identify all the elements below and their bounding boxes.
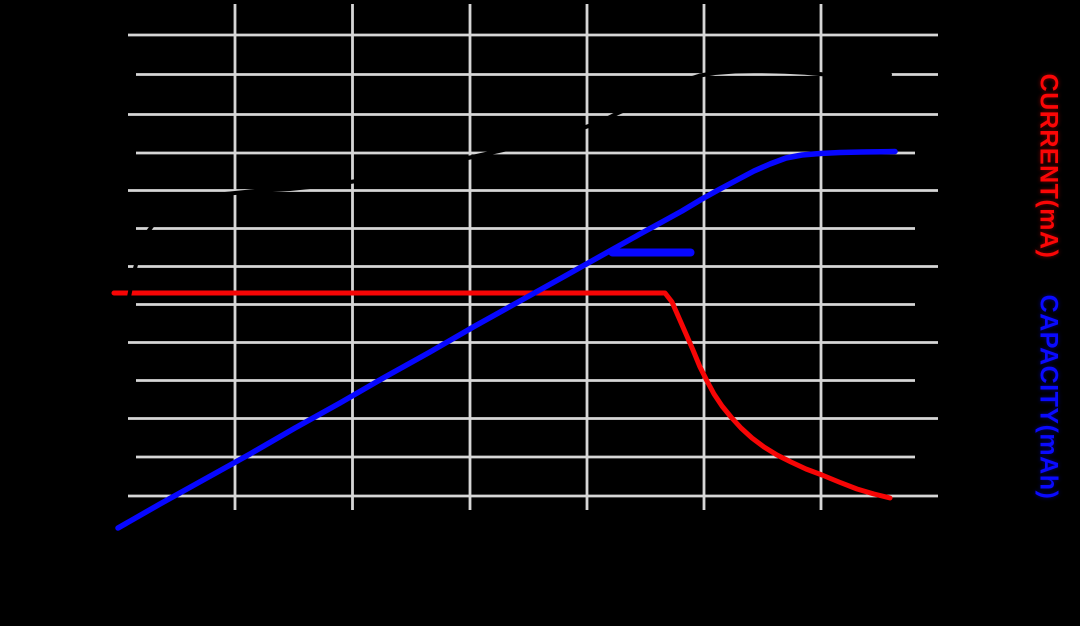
hidden-voltage-curve xyxy=(119,69,892,350)
capacity-curve xyxy=(115,148,898,531)
vertical-gridlines xyxy=(233,4,823,510)
right-axis-label-current: CURRENT(mA) xyxy=(1034,73,1063,259)
current-curve xyxy=(111,290,893,501)
right-axis-label-capacity: CAPACITY(mAh) xyxy=(1034,294,1063,500)
